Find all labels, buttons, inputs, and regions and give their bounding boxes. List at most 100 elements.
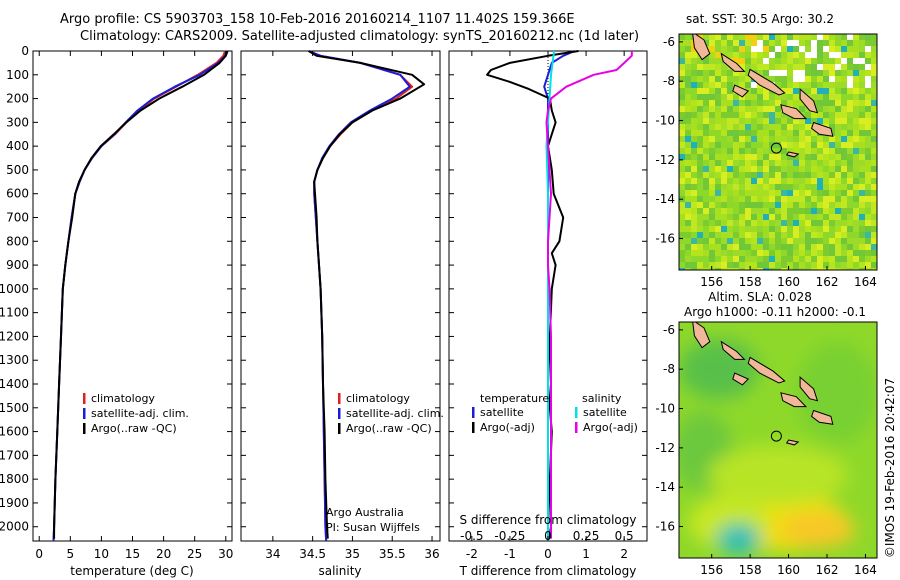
map-x-tick-label: 164 [854,275,877,289]
sst-cell [679,220,685,226]
sst-cell [823,148,829,154]
x-tick-label: 15 [125,547,140,561]
sst-cell [871,184,877,190]
sst-cell [841,166,847,172]
sst-cell [727,262,733,268]
sst-cell [697,88,703,94]
sst-cell [859,82,865,88]
sst-cell [703,100,709,106]
x-tick-label: 1 [582,547,590,561]
sst-cell [781,172,787,178]
x-tick-label: 34.5 [299,547,326,561]
sst-cell [811,208,817,214]
sst-cell [775,166,781,172]
sst-cell [691,256,697,262]
header-line-1: Argo profile: CS 5903703_158 10-Feb-2016… [60,12,575,27]
sst-cell [709,70,715,76]
sst-cell [871,58,877,64]
sst-cell [865,160,871,166]
sst-cell [847,70,853,76]
sst-cell [757,190,763,196]
sst-cell [853,226,859,232]
sst-cell [835,226,841,232]
sst-cell [799,130,805,136]
sst-cell [817,46,823,52]
island-shape [811,409,834,425]
sst-cell [721,46,727,52]
sst-cell [775,100,781,106]
sst-cell [691,76,697,82]
sst-cell [835,166,841,172]
sst-cell [739,172,745,178]
sst-cell [721,214,727,220]
sst-cell [769,34,775,40]
sst-cell [715,226,721,232]
sst-cell [793,268,799,270]
sst-cell [739,238,745,244]
sst-cell [859,178,865,184]
sst-cell [829,148,835,154]
sst-cell [817,136,823,142]
x2-tick-label: -0.5 [460,529,483,543]
sst-cell [799,118,805,124]
sst-cell [727,244,733,250]
sst-cell [739,250,745,256]
sst-cell [859,262,865,268]
sst-cell [847,208,853,214]
sst-cell [763,130,769,136]
sst-cell [745,118,751,124]
sst-cell [853,166,859,172]
sst-cell [817,148,823,154]
sst-cell [835,124,841,130]
sst-cell [865,190,871,196]
sst-cell [847,172,853,178]
sst-cell [685,208,691,214]
sst-cell [763,244,769,250]
sst-cell [727,250,733,256]
sst-cell [691,52,697,58]
sst-cell [769,250,775,256]
sst-cell [793,154,799,160]
series-line-salinity-argo-adj- [545,51,633,539]
sst-cell [691,178,697,184]
sst-cell [841,172,847,178]
sst-cell [697,154,703,160]
sst-cell [763,148,769,154]
sst-cell [691,154,697,160]
sst-cell [853,268,859,270]
difference-xlabel: T difference from climatology [459,564,637,578]
sst-cell [727,46,733,52]
sst-cell [799,172,805,178]
sst-cell [859,148,865,154]
sst-cell [685,202,691,208]
sst-cell [769,256,775,262]
island-shape [732,372,750,386]
sst-cell [763,142,769,148]
x2-tick-label: 0.5 [615,529,634,543]
sst-cell [823,208,829,214]
sst-cell [811,88,817,94]
sst-cell [745,202,751,208]
sst-cell [847,160,853,166]
sst-cell [709,202,715,208]
sst-cell [721,130,727,136]
legend-swatch [575,422,578,433]
sst-cell [709,58,715,64]
sst-cell [871,130,877,136]
sst-cell [829,82,835,88]
sst-cell [811,130,817,136]
sst-cell [811,232,817,238]
sst-cell [775,268,781,270]
sst-cell [805,154,811,160]
sst-cell [793,202,799,208]
sst-cell [871,160,877,166]
island-shape [780,392,808,408]
sst-cell [763,178,769,184]
sst-cell [757,220,763,226]
sst-cell [709,40,715,46]
y-tick-label: 1100 [0,306,29,320]
sst-cell [775,46,781,52]
sst-cell [811,154,817,160]
sst-cell [811,250,817,256]
sst-cell [775,172,781,178]
